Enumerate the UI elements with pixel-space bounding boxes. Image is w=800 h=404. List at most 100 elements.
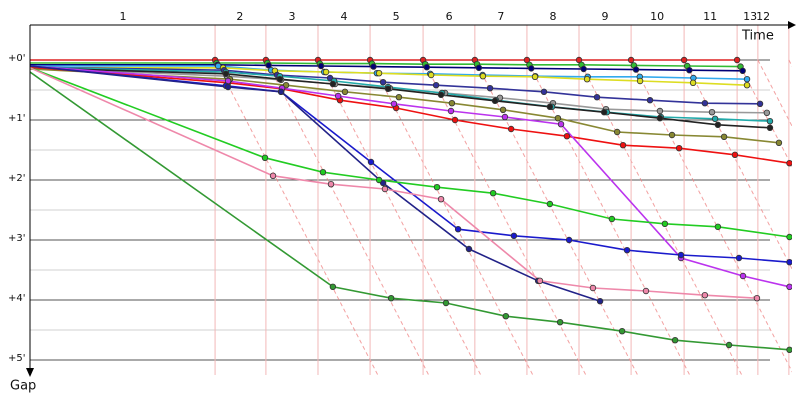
lap-point: [677, 251, 685, 259]
x-tick-label: 12: [756, 10, 770, 23]
lap-point: [589, 284, 597, 292]
x-tick-label: 2: [236, 10, 243, 23]
lap-point: [269, 172, 277, 179]
lap-point: [646, 96, 654, 104]
lap-point: [475, 64, 483, 71]
lap-point: [711, 115, 719, 122]
lap-point: [619, 141, 627, 149]
lap-point: [600, 108, 608, 116]
lap-point: [786, 160, 792, 167]
lap-point: [454, 225, 462, 233]
lap-point: [319, 168, 327, 176]
lap-point: [689, 79, 697, 86]
lap-point: [432, 81, 440, 89]
lap-point: [491, 97, 499, 104]
lap-point: [708, 108, 716, 116]
lap-point: [739, 272, 747, 280]
lap-point: [608, 215, 616, 223]
lap-point: [714, 223, 722, 230]
series-line: [30, 62, 741, 68]
x-tick-label: 10: [650, 10, 664, 23]
lap-point: [554, 114, 562, 122]
lap-point: [701, 292, 709, 299]
lap-point: [329, 283, 337, 290]
lap-reference-line: [265, 59, 430, 376]
x-tick-label: 11: [703, 10, 717, 23]
lap-point: [763, 109, 771, 116]
lap-point: [613, 128, 621, 136]
lap-point: [735, 254, 743, 262]
x-tick-label: 3: [288, 10, 295, 23]
lap-point: [546, 103, 554, 110]
x-tick-label: 8: [549, 10, 556, 23]
y-axis-label: Gap: [10, 379, 36, 394]
lap-point: [334, 92, 342, 100]
lap-point: [725, 341, 733, 349]
lap-reference-line: [757, 59, 792, 128]
series-lines: [30, 56, 792, 353]
series-line: [30, 66, 761, 105]
lap-point: [427, 71, 435, 79]
lap-point: [546, 200, 554, 208]
lap-point: [384, 85, 392, 92]
lap-point: [451, 116, 459, 124]
lap-point: [557, 120, 565, 128]
lap-point: [510, 232, 518, 239]
lap-point: [786, 233, 792, 241]
lap-point: [486, 84, 494, 92]
lap-point: [680, 56, 688, 64]
lap-point: [536, 277, 544, 284]
lap-point: [277, 88, 285, 95]
lap-point: [465, 245, 473, 253]
lap-point: [668, 131, 676, 139]
y-tick-label: +0': [8, 53, 26, 64]
x-tick-label: 13: [743, 10, 757, 23]
lap-point: [222, 70, 230, 77]
lap-point: [731, 151, 739, 158]
series-line: [30, 67, 748, 86]
lap-point: [442, 299, 450, 307]
lap-point: [786, 283, 792, 290]
lap-point: [423, 63, 430, 71]
lap-point: [714, 121, 722, 128]
y-axis-arrow: [26, 368, 34, 377]
lap-point: [531, 73, 539, 80]
lap-point: [501, 113, 509, 121]
lap-point: [661, 220, 669, 227]
lap-point: [775, 139, 783, 146]
lap-point: [580, 65, 587, 73]
lap-point: [583, 75, 591, 83]
lap-reference-line: [630, 59, 792, 373]
lap-point: [675, 144, 683, 152]
lap-reference-line: [369, 59, 534, 376]
lap-point: [701, 99, 709, 107]
lap-point: [390, 100, 398, 107]
lap-point: [327, 180, 335, 188]
y-tick-label: +4': [8, 293, 26, 304]
x-axis-arrow: [788, 21, 796, 29]
lap-point: [433, 183, 441, 191]
lap-point: [618, 328, 626, 335]
lap-point: [447, 107, 455, 115]
lap-point: [370, 63, 377, 70]
series-line: [30, 67, 771, 129]
lap-point: [632, 66, 640, 73]
lap-point: [322, 68, 330, 76]
lap-point: [499, 106, 507, 113]
x-tick-label: 4: [341, 10, 348, 23]
lap-point: [437, 91, 445, 98]
lap-point: [753, 295, 761, 302]
x-tick-label: 9: [602, 10, 609, 23]
lap-point: [733, 56, 741, 64]
lap-point: [766, 117, 774, 125]
lap-point: [786, 346, 792, 353]
lap-point: [375, 69, 383, 77]
lap-point: [381, 185, 389, 193]
y-tick-label: +1': [8, 113, 26, 124]
lap-point: [756, 100, 764, 107]
lap-point: [395, 93, 403, 101]
lap-point: [743, 81, 751, 89]
x-axis-label: Time: [741, 29, 774, 44]
lap-point: [596, 298, 604, 305]
